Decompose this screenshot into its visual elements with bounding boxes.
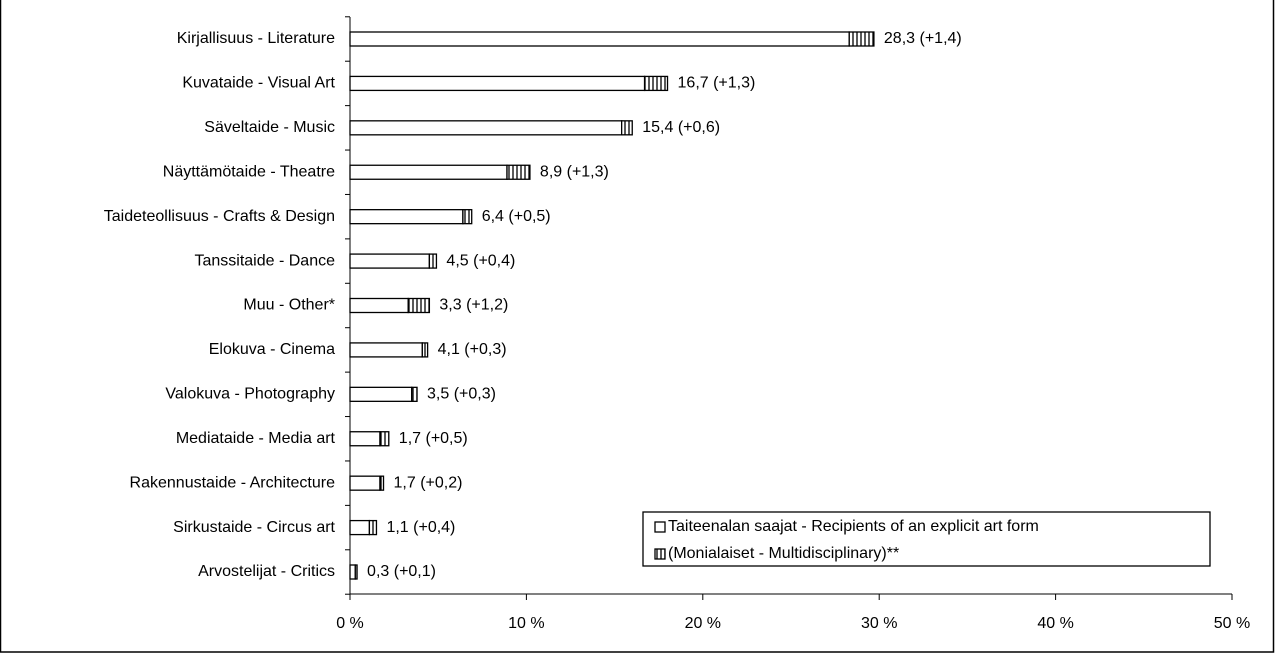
bar-segment [349,297,409,314]
bar-segment [349,342,423,358]
y-tick-label: Tanssitaide - Dance [194,252,335,269]
data-label: 8,9 (+1,3) [540,163,609,180]
y-tick-label: Näyttämötaide - Theatre [163,163,335,180]
legend-box [642,511,1211,567]
x-tick-label: 30 % [861,615,897,632]
bar-segment [354,564,358,580]
bar-segment [349,475,381,491]
bar-segment [349,31,850,47]
bar-segment [349,209,464,225]
y-tick-label: Sirkustaide - Circus art [173,519,335,536]
data-label: 1,7 (+0,5) [399,430,468,447]
data-label: 16,7 (+1,3) [678,75,756,92]
bar-segment [506,164,531,180]
bar-segment [349,431,381,447]
y-tick-label: Elokuva - Cinema [209,341,335,358]
y-tick-label: Kirjallisuus - Literature [177,30,335,47]
legend-label: Taiteenalan saajat - Recipients of an ex… [668,518,1039,535]
data-label: 15,4 (+0,6) [642,119,720,136]
bar-segment [349,519,371,536]
data-label: 3,5 (+0,3) [427,386,496,403]
data-label: 4,1 (+0,3) [438,341,507,358]
y-tick-label: Valokuva - Photography [165,386,335,403]
data-label: 6,4 (+0,5) [482,208,551,225]
data-label: 4,5 (+0,4) [446,252,515,269]
y-tick-label: Mediataide - Media art [176,430,336,447]
data-label: 28,3 (+1,4) [884,30,962,47]
bar-segment [349,164,508,180]
bar-segment [379,475,385,491]
bar-segment [349,120,623,136]
bar-segment [421,342,429,358]
x-tick-label: 40 % [1037,615,1073,632]
x-tick-label: 10 % [508,615,544,632]
data-label: 0,3 (+0,1) [367,563,436,580]
x-tick-label: 20 % [685,615,721,632]
data-label: 1,1 (+0,4) [386,519,455,536]
bar-segment [848,31,875,47]
bar-segment [621,120,633,136]
bar-segment [411,386,418,402]
bar-segment [407,297,431,314]
data-label: 3,3 (+1,2) [439,297,508,314]
y-tick-label: Rakennustaide - Architecture [130,474,336,491]
legend-label: (Monialaiset - Multidisciplinary)** [668,545,899,562]
bar-segment [462,209,473,225]
bar-segment [643,75,669,92]
bar-segment [349,75,646,92]
y-tick-label: Arvostelijat - Critics [198,563,335,580]
y-tick-label: Säveltaide - Music [204,119,335,136]
bar-segment [349,386,413,402]
bar-segment [379,431,390,447]
bar-segment [428,253,438,269]
bar-segment [349,564,356,580]
bar-segment [349,253,431,269]
bar-segment [368,519,378,536]
legend-swatch [654,548,666,560]
data-label: 1,7 (+0,2) [394,474,463,491]
y-tick-label: Kuvataide - Visual Art [182,75,335,92]
legend-swatch [654,521,666,533]
x-tick-label: 0 % [336,615,364,632]
x-tick-label: 50 % [1214,615,1250,632]
y-tick-label: Taideteollisuus - Crafts & Design [104,208,335,225]
y-tick-label: Muu - Other* [243,297,335,314]
